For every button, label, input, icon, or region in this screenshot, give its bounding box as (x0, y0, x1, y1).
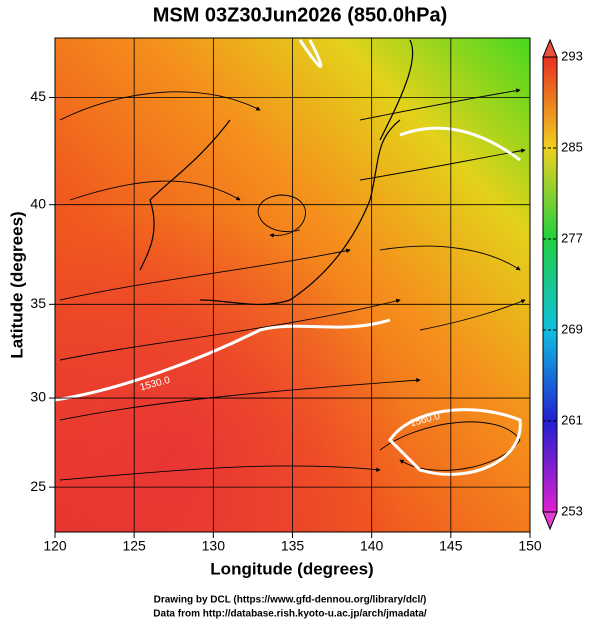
footer-line: Data from http://database.rish.kyoto-u.a… (153, 609, 427, 620)
y-tick-label: 35 (30, 295, 46, 311)
chart-title: MSM 03Z30Jun2026 (850.0hPa) (153, 4, 448, 26)
y-tick-label: 25 (30, 478, 46, 494)
grid (54, 38, 531, 532)
x-tick-label: 125 (122, 538, 146, 554)
colorbar-tick-label: 285 (561, 139, 583, 154)
colorbar-extend (542, 38, 558, 58)
x-tick-label: 150 (518, 538, 542, 554)
x-tick-label: 140 (360, 538, 384, 554)
y-tick-label: 45 (30, 88, 46, 104)
colorbar (542, 56, 558, 513)
colorbar-tick-label: 277 (561, 230, 583, 245)
y-axis-label: Latitude (degrees) (7, 211, 26, 358)
x-axis-label: Longitude (degrees) (210, 559, 373, 578)
x-tick-label: 120 (43, 538, 67, 554)
colorbar-tick-label: 261 (561, 412, 583, 427)
colorbar-tick-label: 269 (561, 321, 583, 336)
colorbar-tick-label: 253 (561, 503, 583, 518)
contours (55, 39, 522, 476)
x-tick-label: 135 (281, 538, 305, 554)
y-tick-label: 40 (30, 195, 46, 211)
colorbar-tick-label: 293 (561, 48, 583, 63)
colorbar-extend (542, 511, 558, 531)
x-tick-label: 145 (439, 538, 463, 554)
x-tick-label: 130 (202, 538, 226, 554)
streamlines (59, 88, 526, 481)
footer-line: Drawing by DCL (https://www.gfd-dennou.o… (154, 595, 427, 606)
y-tick-label: 30 (30, 389, 46, 405)
